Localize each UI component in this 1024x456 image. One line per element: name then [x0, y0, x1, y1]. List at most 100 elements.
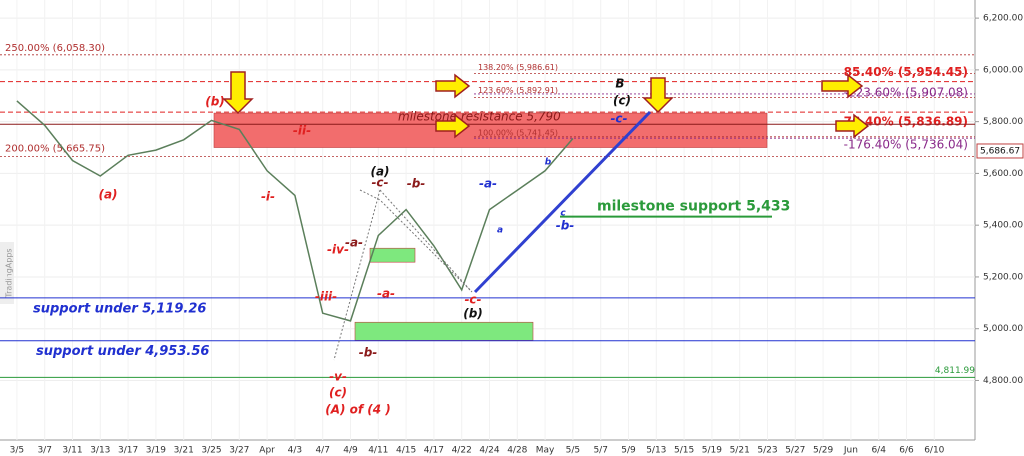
last-price-box — [976, 143, 1024, 159]
x-tick-label: 5/23 — [757, 446, 777, 456]
x-tick-label: 4/15 — [396, 446, 416, 456]
wave-label: b — [545, 158, 552, 168]
wave-label: B — [615, 77, 624, 91]
wave-label: -a- — [377, 287, 395, 301]
x-tick-label: May — [536, 446, 555, 456]
wave-label: -iv- — [327, 243, 349, 257]
x-tick-label: 4/9 — [343, 446, 358, 456]
wave-label: -a- — [479, 177, 497, 191]
x-tick-label: 5/7 — [593, 446, 607, 456]
x-tick-label: 3/17 — [118, 446, 138, 456]
level-label: milestone support 5,433 — [597, 199, 790, 215]
wave-label: c — [560, 209, 566, 219]
wave-label: -b- — [359, 346, 378, 360]
x-tick-label: 3/21 — [174, 446, 194, 456]
wave-label: (c) — [613, 94, 631, 108]
wave-label: -iii- — [315, 290, 337, 304]
zone — [213, 112, 768, 148]
wave-label: a — [497, 226, 503, 236]
wave-label: (A) of (4 ) — [325, 403, 391, 417]
x-tick-label: 5/5 — [566, 446, 580, 456]
wave-guide — [333, 189, 381, 361]
arrow — [435, 113, 471, 139]
x-tick-label: 3/5 — [10, 446, 24, 456]
level-label: support under 4,953.56 — [36, 344, 209, 359]
arrow — [821, 73, 864, 99]
y-tick-label: 5,800.00 — [983, 117, 1023, 127]
level-label: 138.20% (5,986.61) — [478, 63, 558, 72]
trend-line — [473, 110, 652, 294]
x-tick-label: 3/19 — [146, 446, 166, 456]
x-tick-label: Jun — [843, 446, 858, 456]
arrow — [642, 77, 674, 114]
y-tick-label: 5,600.00 — [983, 169, 1023, 179]
level-label: -223.60% (5,907.08) — [844, 85, 968, 99]
x-tick-label: 3/27 — [229, 446, 249, 456]
x-tick-label: 4/17 — [424, 446, 444, 456]
wave-label: -b- — [407, 177, 426, 191]
x-tick-label: 4/22 — [452, 446, 472, 456]
arrow — [222, 71, 254, 115]
watermark-box — [0, 242, 14, 304]
zone — [354, 321, 534, 341]
wave-label: -ii- — [293, 124, 311, 138]
wave-label: -a- — [345, 236, 363, 250]
wave-label: (c) — [329, 386, 347, 400]
x-tick-label: 4/7 — [315, 446, 329, 456]
wave-label: -c- — [610, 112, 627, 126]
wave-label: -c- — [371, 176, 388, 190]
last-price-label: 5,686.67 — [980, 146, 1020, 156]
x-tick-label: 5/9 — [621, 446, 636, 456]
wave-label: -c- — [464, 293, 481, 307]
zone — [369, 247, 416, 263]
wave-label: (b) — [463, 307, 483, 321]
x-tick-label: 4/24 — [479, 446, 499, 456]
x-tick-label: 3/7 — [37, 446, 51, 456]
x-tick-label: 3/25 — [201, 446, 221, 456]
watermark: TradingApps — [5, 248, 14, 298]
x-tick-label: Apr — [259, 446, 275, 456]
x-tick-label: 4/28 — [507, 446, 527, 456]
x-tick-label: 6/10 — [924, 446, 944, 456]
y-tick-label: 5,400.00 — [983, 221, 1023, 231]
wave-label: (b) — [205, 95, 225, 109]
arrow — [435, 73, 471, 99]
x-tick-label: 6/6 — [899, 446, 914, 456]
wave-label: (a) — [370, 165, 389, 179]
price-line — [16, 100, 574, 322]
level-label: support under 5,119.26 — [33, 301, 206, 316]
y-tick-label: 6,200.00 — [983, 14, 1023, 24]
x-tick-label: 6/4 — [871, 446, 886, 456]
x-tick-label: 3/11 — [62, 446, 82, 456]
x-tick-label: 5/15 — [674, 446, 694, 456]
level-label: -176.40% (5,736.04) — [844, 138, 968, 152]
y-tick-label: 4,800.00 — [983, 376, 1023, 386]
y-tick-label: 5,200.00 — [983, 272, 1023, 282]
arrow — [835, 113, 870, 139]
level-label: milestone resistance 5,790 — [398, 110, 561, 124]
wave-label: -v- — [329, 370, 347, 384]
x-tick-label: 5/19 — [702, 446, 722, 456]
level-label: 123.60% (5,892.91) — [478, 86, 558, 95]
level-label: 85.40% (5,954.45) — [844, 65, 968, 79]
wave-guide — [379, 189, 473, 293]
y-tick-label: 5,000.00 — [983, 324, 1023, 334]
wave-label: -b- — [556, 219, 575, 233]
x-tick-label: 4/11 — [368, 446, 388, 456]
wave-label: (a) — [98, 188, 117, 202]
y-tick-label: 6,000.00 — [983, 65, 1023, 75]
level-label: 100.00% (5,741.45) — [478, 128, 558, 137]
level-label: 250.00% (6,058.30) — [5, 43, 105, 54]
level-label: 4,811.99 — [935, 366, 975, 376]
x-tick-label: 5/29 — [813, 446, 833, 456]
wave-label: -i- — [261, 190, 275, 204]
x-tick-label: 3/13 — [90, 446, 110, 456]
x-tick-label: 5/21 — [730, 446, 750, 456]
level-label: 76.40% (5,836.89) — [844, 115, 968, 129]
level-label: 200.00% (5,665.75) — [5, 143, 105, 154]
x-tick-label: 5/13 — [646, 446, 666, 456]
x-tick-label: 4/3 — [288, 446, 302, 456]
x-tick-label: 5/27 — [785, 446, 805, 456]
